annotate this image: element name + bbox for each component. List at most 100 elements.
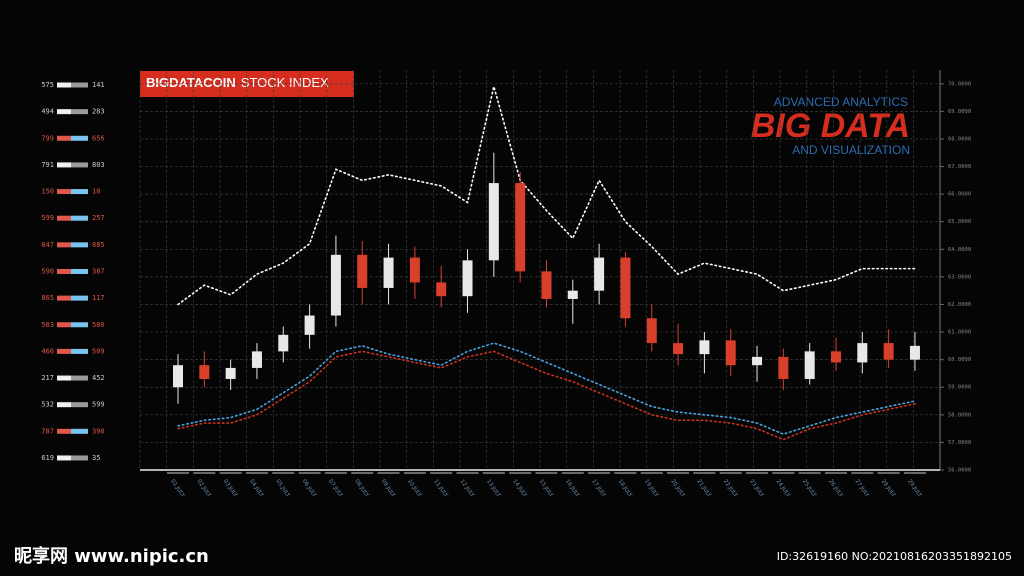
- candle-body: [699, 340, 710, 355]
- x-tick-label: 06.JULY: [301, 479, 318, 499]
- candle-body: [883, 343, 894, 360]
- x-tick-label: 27.JULY: [853, 479, 870, 499]
- candle-body: [831, 351, 841, 363]
- x-tick-label: 25.JULY: [801, 479, 818, 499]
- panel-right-value: 885: [92, 241, 105, 249]
- title: BIGDATACOIN STOCK INDEX: [146, 75, 329, 90]
- panel-left-bar: [57, 162, 71, 168]
- candle-body: [620, 257, 631, 319]
- y-tick-label: 56.0000: [948, 468, 971, 474]
- x-tick-label: 03.JULY: [222, 479, 239, 499]
- panel-left-value: 575: [41, 81, 54, 89]
- x-tick-label: 14.JULY: [511, 479, 528, 499]
- panel-left-bar: [57, 375, 71, 381]
- panel-right-value: 390: [92, 427, 105, 435]
- x-tick-label: 22.JULY: [722, 479, 739, 499]
- panel-right-bar: [71, 189, 88, 195]
- y-tick-label: 59.0000: [948, 385, 971, 391]
- x-tick-label: 15.JULY: [538, 479, 555, 499]
- panel-right-bar: [71, 455, 88, 461]
- x-tick-label: 12.JULY: [459, 479, 476, 499]
- x-tick-label: 21.JULY: [696, 479, 713, 499]
- x-tick-label: 04.JULY: [248, 479, 265, 499]
- panel-right-value: 803: [92, 161, 105, 169]
- candle-body: [436, 282, 447, 297]
- panel-left-value: 865: [41, 294, 54, 302]
- x-tick-label: 05.JULY: [274, 479, 291, 499]
- panel-left-bar: [57, 135, 71, 141]
- panel-left-value: 590: [41, 267, 54, 275]
- y-tick-label: 65.0000: [948, 219, 971, 225]
- panel-right-bar: [71, 109, 88, 115]
- panel-right-value: 580: [92, 321, 105, 329]
- panel-right-bar: [71, 402, 88, 408]
- y-tick-label: 69.0000: [948, 109, 971, 115]
- panel-right-value: 10: [92, 188, 100, 196]
- panel-left-bar: [57, 82, 71, 88]
- panel-left-bar: [57, 322, 71, 328]
- y-tick-label: 70.0000: [948, 81, 971, 87]
- watermark-site: 昵享网 www.nipic.cn: [14, 545, 209, 567]
- y-tick-label: 62.0000: [948, 302, 971, 308]
- panel-right-value: 599: [92, 401, 105, 409]
- panel-right-bar: [71, 375, 88, 381]
- candle-body: [909, 345, 920, 360]
- panel-right-value: 141: [92, 81, 105, 89]
- panel-right-value: 35: [92, 454, 100, 462]
- candle-body: [278, 334, 289, 352]
- panel-left-value: 791: [41, 161, 54, 169]
- y-tick-label: 67.0000: [948, 164, 971, 170]
- panel-right-bar: [71, 242, 88, 248]
- panel-left-bar: [57, 402, 71, 408]
- brand: BIGDATACOIN: [146, 75, 236, 90]
- panel-left-value: 532: [41, 401, 54, 409]
- panel-right-bar: [71, 162, 88, 168]
- candle-body: [541, 271, 552, 299]
- candle-body: [383, 257, 394, 288]
- panel-left-value: 494: [41, 108, 54, 116]
- panel-right-bar: [71, 322, 88, 328]
- x-tick-label: 08.JULY: [353, 479, 370, 499]
- panel-right-value: 257: [92, 214, 105, 222]
- panel-left-value: 150: [41, 188, 54, 196]
- panel-right-bar: [71, 268, 88, 274]
- panel-left-value: 799: [41, 134, 54, 142]
- dotted-series: [177, 86, 916, 306]
- candle-body: [251, 351, 262, 368]
- panel-left-bar: [57, 455, 71, 461]
- panel-left-bar: [57, 268, 71, 274]
- panel-left-bar: [57, 109, 71, 115]
- panel-left-bar: [57, 215, 71, 221]
- y-tick-label: 68.0000: [948, 136, 971, 142]
- x-tick-label: 17.JULY: [590, 479, 607, 499]
- x-tick-label: 02.JULY: [195, 479, 212, 499]
- candle-body: [330, 254, 341, 316]
- panel-left-value: 619: [41, 454, 54, 462]
- dotted-series: [177, 350, 916, 441]
- candle-body: [462, 260, 473, 297]
- panel-right-bar: [71, 215, 88, 221]
- candle-body: [199, 365, 210, 379]
- panel-right-value: 117: [92, 294, 105, 302]
- candle-body: [725, 340, 736, 366]
- panel-right-bar: [71, 348, 88, 354]
- panel-left-bar: [57, 189, 71, 195]
- panel-left-bar: [57, 428, 71, 434]
- y-tick-label: 57.0000: [948, 440, 971, 446]
- x-tick-label: 11.JULY: [432, 479, 449, 499]
- panel-right-value: 452: [92, 374, 105, 382]
- x-tick-label: 29.JULY: [906, 479, 923, 499]
- candle-body: [173, 365, 183, 388]
- candle-body: [304, 315, 315, 335]
- panel-left-value: 583: [41, 321, 54, 329]
- x-tick-label: 24.JULY: [774, 479, 791, 499]
- panel-right-bar: [71, 135, 88, 141]
- x-tick-label: 01.JULY: [169, 479, 186, 499]
- x-tick-label: 28.JULY: [880, 479, 897, 499]
- candle-body: [488, 183, 499, 261]
- panel-left-value: 217: [41, 374, 54, 382]
- candle-body: [752, 356, 763, 366]
- candle-body: [409, 257, 420, 283]
- y-tick-label: 64.0000: [948, 247, 971, 253]
- x-tick-label: 26.JULY: [827, 479, 844, 499]
